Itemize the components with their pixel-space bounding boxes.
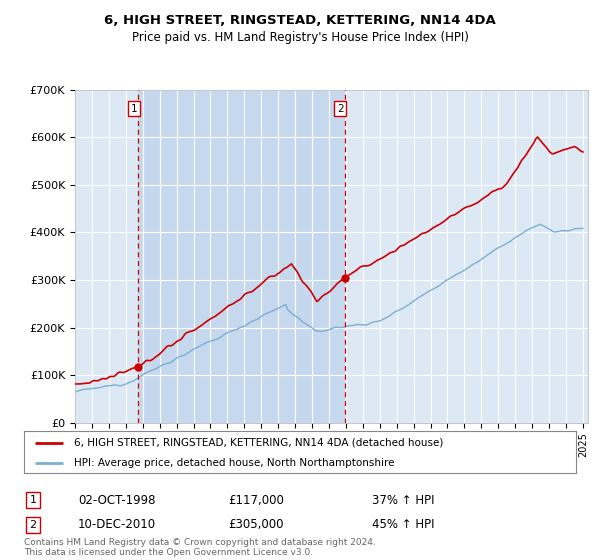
Text: HPI: Average price, detached house, North Northamptonshire: HPI: Average price, detached house, Nort… — [74, 458, 394, 468]
Text: Price paid vs. HM Land Registry's House Price Index (HPI): Price paid vs. HM Land Registry's House … — [131, 31, 469, 44]
Text: 02-OCT-1998: 02-OCT-1998 — [78, 493, 155, 507]
Text: Contains HM Land Registry data © Crown copyright and database right 2024.
This d: Contains HM Land Registry data © Crown c… — [24, 538, 376, 557]
Text: £305,000: £305,000 — [228, 518, 284, 531]
Text: 1: 1 — [29, 495, 37, 505]
Text: 37% ↑ HPI: 37% ↑ HPI — [372, 493, 434, 507]
Text: 2: 2 — [29, 520, 37, 530]
Text: 2: 2 — [337, 104, 344, 114]
Bar — [139, 90, 344, 423]
Text: 45% ↑ HPI: 45% ↑ HPI — [372, 518, 434, 531]
Text: 6, HIGH STREET, RINGSTEAD, KETTERING, NN14 4DA: 6, HIGH STREET, RINGSTEAD, KETTERING, NN… — [104, 14, 496, 27]
Text: 10-DEC-2010: 10-DEC-2010 — [78, 518, 156, 531]
Text: 1: 1 — [131, 104, 137, 114]
Text: £117,000: £117,000 — [228, 493, 284, 507]
Text: 6, HIGH STREET, RINGSTEAD, KETTERING, NN14 4DA (detached house): 6, HIGH STREET, RINGSTEAD, KETTERING, NN… — [74, 438, 443, 448]
